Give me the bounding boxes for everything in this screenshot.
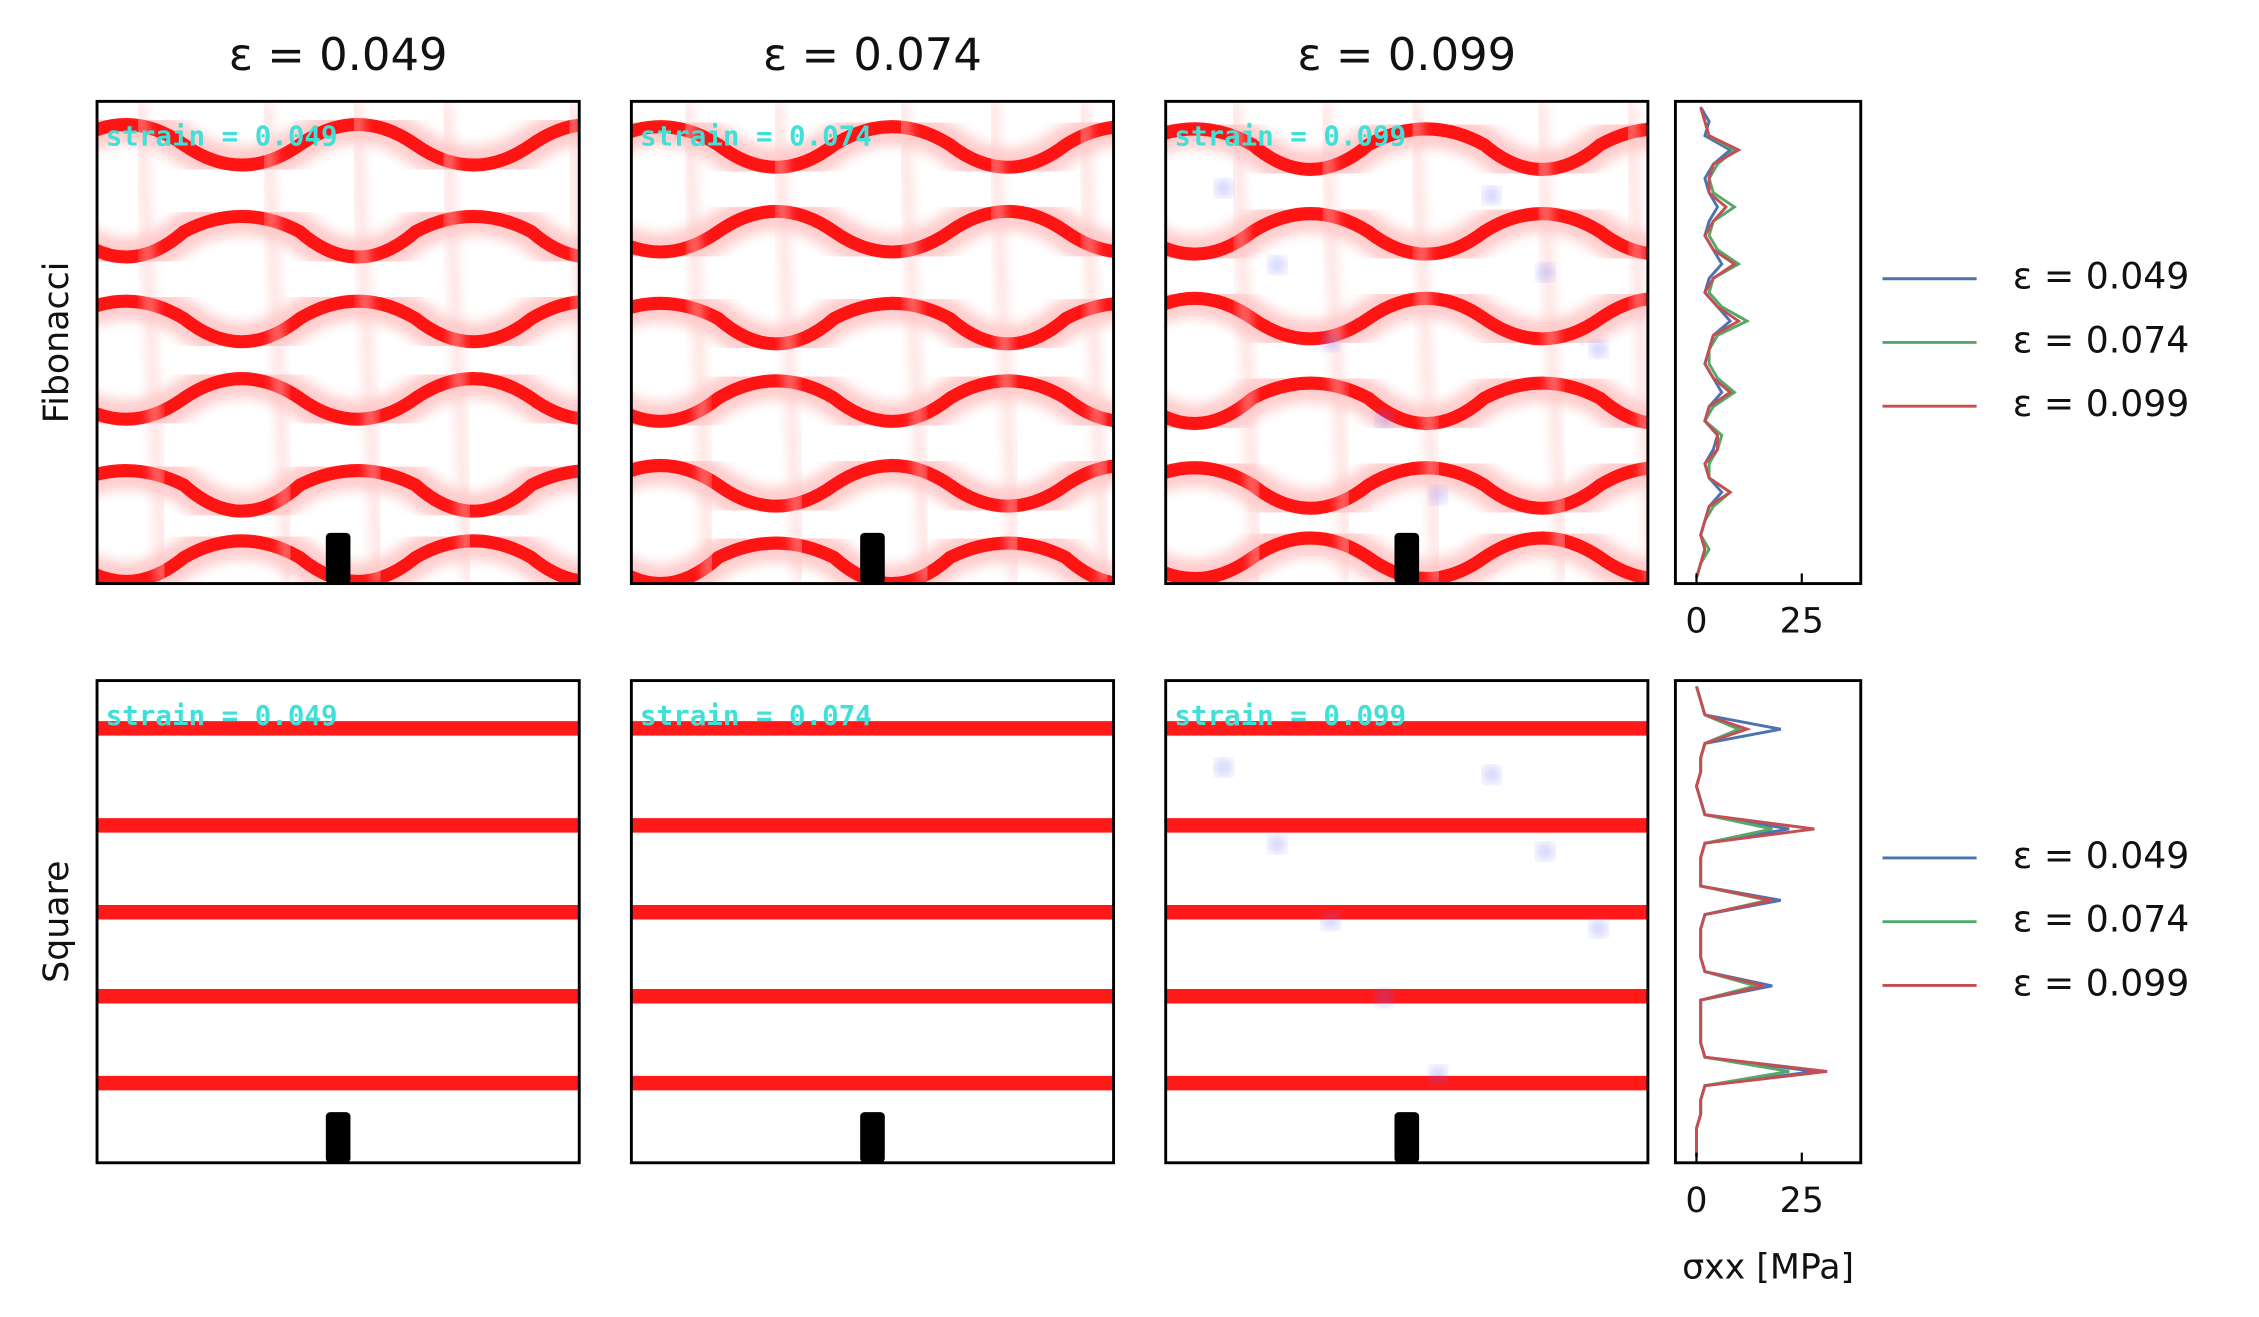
notch bbox=[1394, 532, 1420, 584]
stress-band bbox=[1165, 461, 1648, 515]
stress-link bbox=[773, 101, 804, 584]
stress-link bbox=[683, 101, 714, 584]
stress-band bbox=[97, 209, 580, 264]
stress-field bbox=[97, 101, 580, 584]
compress-spot bbox=[1429, 1065, 1447, 1084]
stress-link bbox=[441, 101, 473, 584]
notch bbox=[860, 532, 885, 584]
stress-band bbox=[97, 372, 580, 426]
panel-frame bbox=[629, 679, 1116, 1165]
notch bbox=[325, 1112, 351, 1163]
stress-field bbox=[631, 680, 1114, 1163]
notch bbox=[1394, 1112, 1420, 1163]
stress-link bbox=[351, 101, 383, 584]
stress-field bbox=[1165, 101, 1648, 584]
compress-spot bbox=[1268, 256, 1286, 274]
x-tick-label: 0 bbox=[1685, 602, 1707, 642]
x-axis-label: σxx [MPa] bbox=[1682, 1247, 1854, 1287]
strain-label: strain = 0.099 bbox=[1174, 121, 1406, 153]
compress-spot bbox=[1268, 835, 1286, 853]
column-title: ε = 0.074 bbox=[763, 28, 982, 81]
stress-band bbox=[631, 120, 1114, 174]
strain-label: strain = 0.074 bbox=[640, 121, 872, 153]
compress-spot bbox=[1536, 263, 1554, 281]
panel-frame bbox=[1164, 99, 1650, 586]
legend-label: ε = 0.049 bbox=[2013, 255, 2189, 298]
row-label: Fibonacci bbox=[37, 262, 77, 424]
stress-link bbox=[1536, 101, 1567, 584]
panel-frame bbox=[629, 99, 1116, 586]
stress-band bbox=[97, 294, 580, 349]
stress-field bbox=[631, 101, 1114, 584]
compress-spot bbox=[1375, 409, 1394, 428]
notch bbox=[325, 532, 351, 584]
stress-link bbox=[1626, 101, 1648, 584]
compress-spot bbox=[1322, 333, 1340, 351]
compress-spot bbox=[1429, 486, 1447, 504]
column-title: ε = 0.099 bbox=[1297, 28, 1516, 81]
stress-field bbox=[97, 680, 580, 1163]
row-label: Square bbox=[37, 861, 77, 983]
notch bbox=[860, 1112, 885, 1163]
stress-link bbox=[1410, 101, 1441, 584]
legend-label: ε = 0.099 bbox=[2013, 961, 2189, 1004]
compress-spot bbox=[1482, 186, 1501, 205]
compress-spot bbox=[1214, 179, 1233, 197]
stress-link bbox=[136, 101, 167, 584]
stress-link bbox=[989, 101, 1020, 584]
column-title: ε = 0.049 bbox=[229, 28, 448, 81]
profile-frame bbox=[1673, 679, 1863, 1165]
compress-spot bbox=[1589, 340, 1608, 358]
compress-spot bbox=[1482, 766, 1501, 784]
strain-label: strain = 0.049 bbox=[106, 700, 338, 732]
stress-band bbox=[631, 204, 1114, 259]
legend-label: ε = 0.074 bbox=[2013, 898, 2189, 941]
stress-link bbox=[567, 101, 580, 359]
x-tick-label: 0 bbox=[1685, 1181, 1707, 1221]
profile-line bbox=[1695, 106, 1742, 579]
compress-spot bbox=[1214, 758, 1233, 777]
legend-label: ε = 0.099 bbox=[2013, 382, 2189, 425]
panel-frame bbox=[1164, 679, 1650, 1165]
stress-link bbox=[1230, 101, 1262, 584]
legend-label: ε = 0.074 bbox=[2013, 318, 2189, 361]
x-tick-label: 25 bbox=[1780, 602, 1824, 642]
profile-line bbox=[1694, 685, 1828, 1157]
compress-spot bbox=[1375, 989, 1394, 1007]
profile-bg bbox=[1675, 680, 1861, 1163]
stress-band bbox=[1165, 531, 1648, 584]
legend-label: ε = 0.049 bbox=[2013, 834, 2189, 877]
strain-label: strain = 0.099 bbox=[1174, 700, 1406, 732]
compress-spot bbox=[1322, 912, 1340, 930]
strain-label: strain = 0.074 bbox=[640, 700, 872, 732]
stress-link bbox=[1078, 101, 1110, 584]
profile-frame bbox=[1673, 99, 1863, 586]
panel-frame bbox=[95, 99, 581, 586]
stress-field bbox=[1165, 680, 1648, 1163]
stress-band bbox=[631, 296, 1114, 351]
strain-label: strain = 0.049 bbox=[106, 121, 338, 153]
stress-link bbox=[262, 101, 293, 584]
panel-frame bbox=[95, 679, 581, 1165]
stress-band bbox=[97, 534, 580, 584]
compress-spot bbox=[1536, 842, 1554, 861]
compress-spot bbox=[1589, 919, 1608, 937]
profile-bg bbox=[1675, 101, 1861, 584]
stress-band bbox=[97, 464, 580, 518]
stress-link bbox=[899, 101, 930, 584]
x-tick-label: 25 bbox=[1780, 1181, 1824, 1221]
